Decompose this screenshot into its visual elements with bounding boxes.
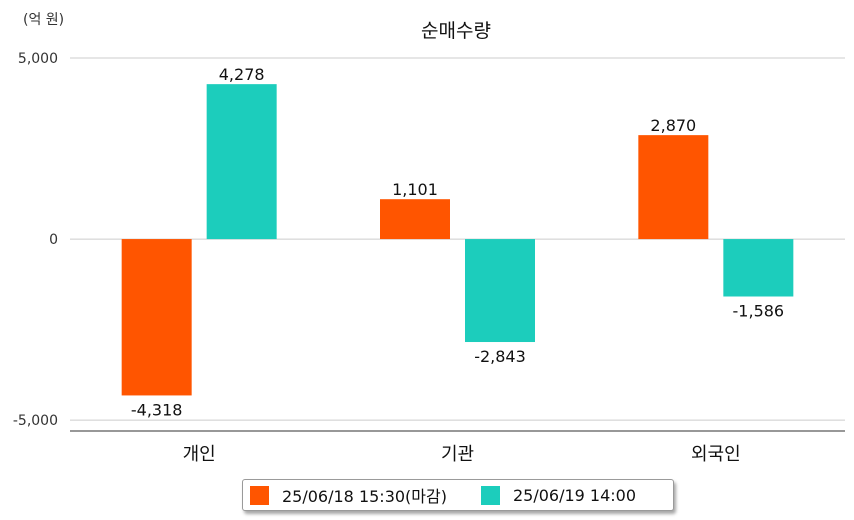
bar-개인-series-1[interactable] bbox=[121, 239, 192, 396]
legend: 25/06/18 15:30(마감) 25/06/19 14:00 bbox=[242, 479, 674, 511]
legend-label-series-2: 25/06/19 14:00 bbox=[512, 485, 637, 505]
legend-swatch-series-2 bbox=[480, 485, 500, 505]
bar-기관-series-2[interactable] bbox=[465, 239, 535, 343]
data-label: -2,843 bbox=[474, 347, 526, 366]
bars-layer bbox=[121, 84, 794, 396]
bar-외국인-series-1[interactable] bbox=[638, 135, 709, 240]
data-label: 1,101 bbox=[392, 180, 438, 199]
data-label: 2,870 bbox=[650, 116, 696, 135]
data-label: -4,318 bbox=[131, 400, 183, 419]
chart-title: 순매수량 bbox=[421, 20, 491, 42]
bar-기관-series-1[interactable] bbox=[380, 199, 450, 240]
y-tick-label: -5,000 bbox=[13, 413, 58, 429]
legend-item-series-2[interactable]: 25/06/19 14:00 bbox=[480, 485, 637, 505]
x-tick-label: 외국인 bbox=[691, 444, 741, 465]
bar-개인-series-2[interactable] bbox=[206, 84, 277, 240]
legend-item-series-1[interactable]: 25/06/18 15:30(마감) bbox=[250, 483, 447, 507]
legend-swatch-series-1 bbox=[250, 485, 269, 505]
x-tick-label: 기관 bbox=[441, 444, 474, 465]
legend-label-series-1: 25/06/18 15:30(마감) bbox=[282, 487, 447, 506]
labels-layer: -4,318 4,278 개인 1,101 -2,843 기관 2,870 -1,586 외국인 bbox=[131, 65, 784, 465]
data-label: -1,586 bbox=[733, 302, 785, 321]
chart-unit-label: (억 원) bbox=[23, 12, 64, 28]
bar-외국인-series-2[interactable] bbox=[723, 239, 794, 297]
data-label: 4,278 bbox=[219, 65, 265, 84]
x-tick-label: 개인 bbox=[183, 444, 216, 465]
y-tick-label: 0 bbox=[49, 232, 58, 248]
y-tick-label: 5,000 bbox=[18, 51, 58, 67]
grid-layer: 5,000 0 -5,000 bbox=[13, 51, 845, 432]
